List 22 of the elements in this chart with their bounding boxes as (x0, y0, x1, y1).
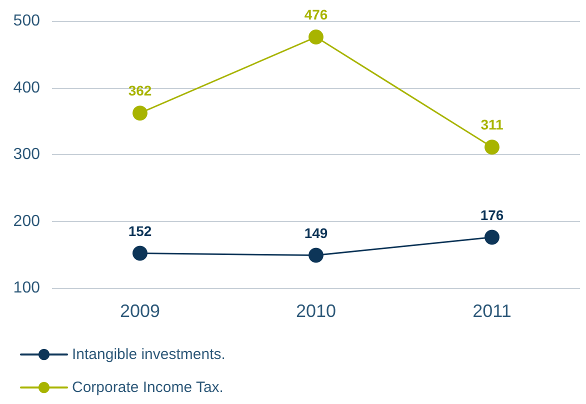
point (484, 230, 500, 245)
point (132, 246, 148, 261)
data-label: 176 (480, 206, 504, 223)
legend-label: Corporate Income Tax. (72, 379, 224, 396)
point (308, 248, 324, 263)
y-tick-label: 100 (13, 280, 40, 296)
y-tick-label: 300 (13, 146, 40, 163)
point (484, 140, 500, 155)
y-tick-label: 500 (13, 12, 40, 30)
data-label: 311 (480, 116, 504, 133)
y-tick-label: 200 (13, 212, 40, 230)
data-label: 362 (128, 82, 152, 99)
data-label: 152 (128, 222, 152, 239)
y-tick-label: 400 (13, 79, 40, 96)
data-label: 149 (304, 224, 328, 241)
x-tick-label: 2011 (472, 301, 512, 321)
x-tick-label: 2009 (120, 301, 160, 321)
point (308, 30, 324, 45)
data-label: 476 (304, 6, 328, 23)
legend-label: Intangible investments. (72, 346, 226, 363)
x-tick-label: 2010 (296, 301, 336, 321)
point (132, 106, 148, 121)
